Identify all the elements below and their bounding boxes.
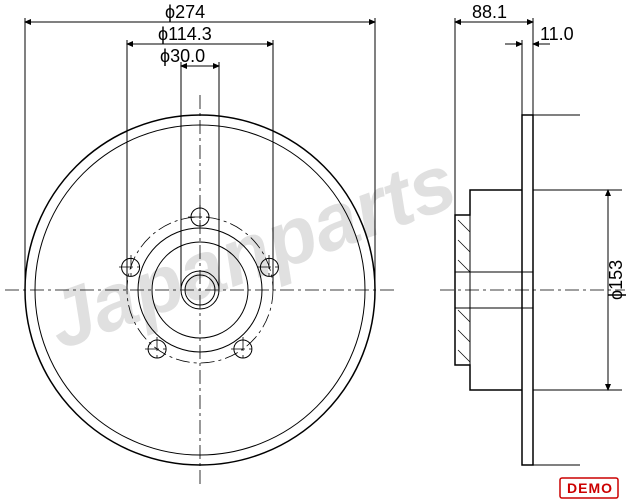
dim-hub-diameter: ϕ153: [606, 260, 626, 300]
dim-width: 88.1: [472, 2, 507, 22]
front-view: [5, 95, 395, 485]
watermark-text: Japanparts: [35, 136, 467, 366]
dim-outer-diameter: ϕ274: [165, 2, 205, 22]
demo-label: DEMO: [567, 480, 613, 496]
dim-pcd: ϕ114.3: [158, 24, 212, 44]
side-view: [440, 115, 625, 465]
dim-thickness: 11.0: [540, 24, 574, 44]
dim-bore: ϕ30.0: [160, 46, 205, 66]
demo-badge: DEMO: [560, 478, 618, 498]
